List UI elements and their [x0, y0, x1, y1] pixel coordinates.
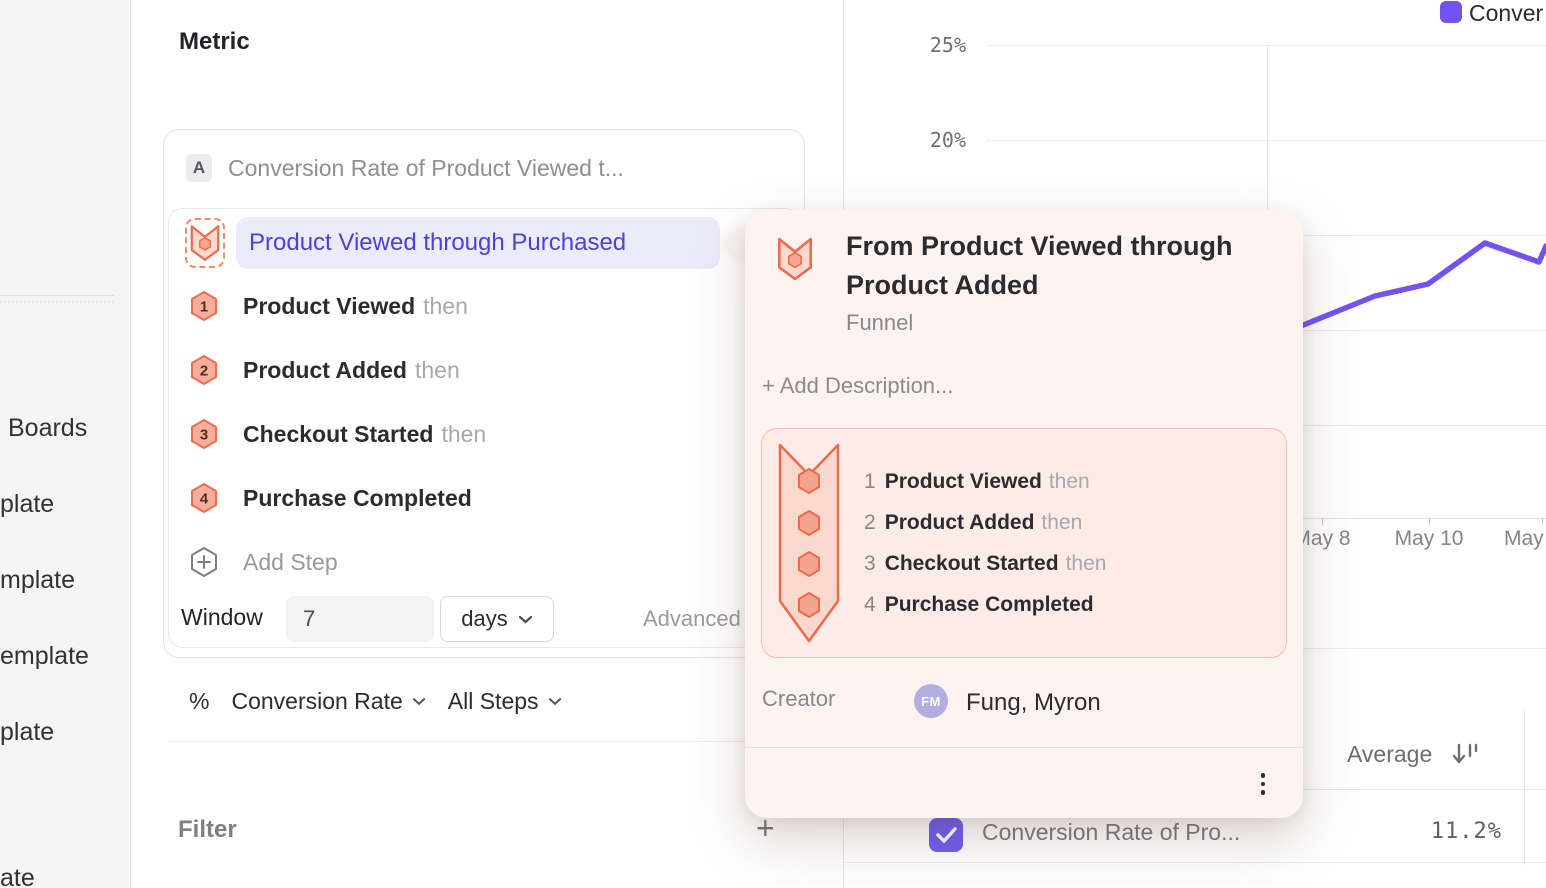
sidebar-item-template-1[interactable]: plate: [0, 490, 55, 518]
measured-as-row: % Conversion Rate All Steps: [189, 688, 562, 715]
chevron-down-icon: [518, 615, 532, 623]
percent-symbol: %: [189, 688, 210, 714]
funnel-name-button[interactable]: Product Viewed through Purchased: [236, 217, 720, 269]
window-value-input[interactable]: [286, 596, 434, 642]
more-options-button[interactable]: [1250, 766, 1276, 802]
sidebar: Boards plate mplate emplate plate ate: [0, 0, 131, 888]
add-step-button[interactable]: Add Step: [243, 549, 338, 575]
x-axis-label-may10: May 10: [1394, 527, 1464, 550]
step-4-event[interactable]: Purchase Completed: [243, 485, 480, 511]
legend-swatch: [1440, 1, 1462, 23]
svg-text:1: 1: [200, 299, 208, 316]
filter-section-heading: Filter: [178, 816, 237, 843]
series-a-badge: A: [186, 154, 212, 182]
legend-label[interactable]: Conver: [1469, 0, 1544, 26]
popover-funnel-summary-card: 1 Product Viewed then 2 Product Added then 3…: [761, 428, 1287, 658]
window-unit-value: days: [461, 606, 508, 631]
table-row-border: [843, 862, 1546, 863]
chevron-down-icon[interactable]: [412, 697, 426, 706]
svg-text:2: 2: [200, 363, 208, 380]
funnel-icon: [190, 225, 220, 261]
y-axis-tick-25: 25%: [929, 33, 966, 57]
funnel-metric-icon[interactable]: [185, 218, 225, 268]
table-row-name[interactable]: Conversion Rate of Pro...: [982, 819, 1241, 845]
series-checkbox[interactable]: [929, 818, 963, 852]
step-1-badge: 1: [191, 291, 217, 321]
funnel-banner-icon: [778, 443, 840, 650]
add-filter-button[interactable]: +: [756, 810, 775, 846]
step-4-name: Purchase Completed: [243, 485, 472, 511]
chevron-down-icon[interactable]: [548, 697, 562, 706]
window-unit-select[interactable]: days: [440, 596, 554, 642]
y-axis-tick-20: 20%: [929, 128, 966, 152]
funnel-steps-container: [168, 208, 800, 648]
step-3-name: Checkout Started: [243, 421, 434, 447]
sidebar-item-template-5[interactable]: ate: [0, 864, 35, 888]
sidebar-item-template-2[interactable]: mplate: [0, 566, 76, 594]
gridline-25: [986, 45, 1546, 46]
popover-step-1: 1 Product Viewed then: [864, 470, 1090, 493]
step-2-name: Product Added: [243, 357, 407, 383]
measure-type-dropdown[interactable]: Conversion Rate: [231, 688, 403, 714]
sidebar-dotted-divider: [0, 301, 114, 303]
steps-scope-dropdown[interactable]: All Steps: [447, 688, 539, 714]
funnel-icon: [777, 237, 813, 286]
step-1-name: Product Viewed: [243, 293, 416, 319]
popover-step-4: 4 Purchase Completed: [864, 593, 1094, 616]
popover-footer-divider: [745, 747, 1303, 748]
sidebar-item-template-4[interactable]: plate: [0, 718, 55, 746]
conversion-rate-line-chart[interactable]: [843, 0, 1546, 560]
step-3-event[interactable]: Checkout Started then: [243, 421, 486, 447]
popover-title: From Product Viewed through Product Adde…: [846, 231, 1233, 300]
popover-step-3: 3 Checkout Started then: [864, 552, 1107, 575]
window-label: Window: [181, 604, 263, 630]
average-column-header[interactable]: Average: [1347, 741, 1433, 767]
section-divider: [168, 741, 843, 742]
add-step-icon[interactable]: [190, 546, 218, 578]
svg-text:3: 3: [200, 427, 208, 444]
step-3-badge: 3: [191, 419, 217, 449]
table-row-average-value: 11.2%: [1430, 819, 1502, 844]
x-tickmark-may10: [1429, 518, 1430, 525]
step-2-event[interactable]: Product Added then: [243, 357, 460, 383]
x-tickmark-may12: [1542, 518, 1543, 525]
metric-details-popover: From Product Viewed through Product Adde…: [745, 210, 1303, 818]
ellipsis-icon: [1260, 790, 1266, 795]
step-2-suffix: then: [414, 357, 460, 383]
sidebar-item-template-3[interactable]: emplate: [0, 642, 89, 670]
add-description-button[interactable]: + Add Description...: [762, 373, 954, 398]
ellipsis-icon: [1260, 773, 1266, 778]
popover-type-label: Funnel: [846, 310, 914, 335]
step-1-event[interactable]: Product Viewed then: [243, 293, 468, 319]
x-tickmark-may8: [1322, 518, 1323, 525]
sidebar-item-boards[interactable]: Boards: [8, 414, 88, 442]
advanced-link[interactable]: Advanced: [643, 606, 741, 631]
gridline-20: [986, 140, 1546, 141]
table-column-divider: [1524, 710, 1525, 865]
step-2-badge: 2: [191, 355, 217, 385]
checkmark-icon: [936, 827, 957, 843]
x-axis-label-may8: May 8: [1293, 527, 1351, 550]
step-1-suffix: then: [423, 293, 468, 319]
ellipsis-icon: [1260, 781, 1266, 787]
step-3-suffix: then: [441, 421, 487, 447]
creator-avatar: FM: [914, 684, 948, 718]
creator-name: Fung, Myron: [966, 689, 1101, 716]
metric-section-heading: Metric: [179, 28, 250, 55]
creator-label: Creator: [762, 686, 836, 711]
step-4-badge: 4: [191, 483, 217, 513]
x-axis-label-may12: May: [1504, 527, 1544, 550]
popover-step-2: 2 Product Added then: [864, 511, 1083, 534]
sidebar-divider: [0, 295, 114, 296]
svg-text:4: 4: [200, 491, 209, 508]
metric-series-title[interactable]: Conversion Rate of Product Viewed t...: [228, 155, 624, 181]
sort-descending-icon[interactable]: [1450, 741, 1480, 773]
